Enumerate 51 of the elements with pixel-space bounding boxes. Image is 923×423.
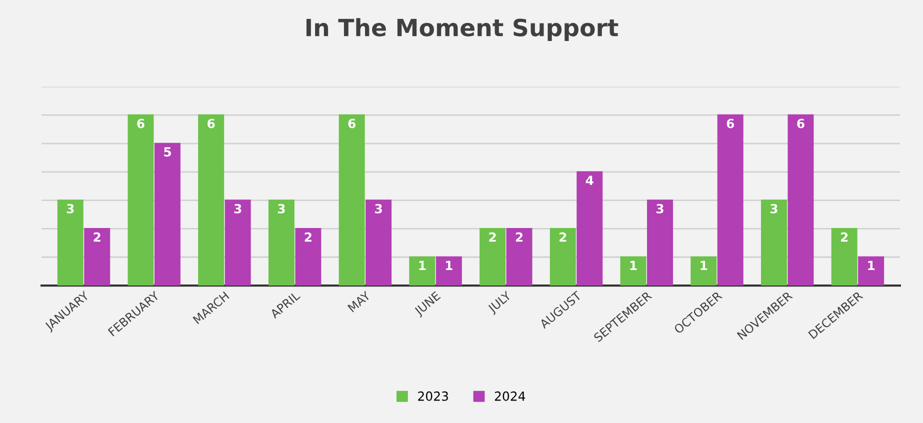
data-label: 6: [726, 118, 734, 128]
data-label: 2: [516, 232, 523, 242]
data-label: 2: [560, 232, 566, 242]
bar: [788, 114, 814, 286]
bar: [198, 114, 224, 286]
bar: [366, 200, 392, 286]
bar: [436, 256, 462, 286]
bar: [858, 256, 884, 286]
data-label: 6: [208, 118, 215, 128]
data-label: 3: [770, 204, 778, 214]
bar: [647, 200, 673, 286]
data-label: 3: [66, 204, 74, 214]
bar: [84, 228, 110, 286]
bar: [506, 228, 532, 286]
data-label: 3: [656, 204, 664, 214]
bar: [480, 228, 506, 286]
bar: [620, 256, 646, 286]
bar: [717, 114, 744, 286]
bar: [57, 200, 84, 286]
bar: [760, 200, 787, 286]
bar: [338, 114, 365, 286]
data-label: 6: [797, 118, 804, 128]
legend-label: 2024: [494, 391, 526, 401]
data-label: 2: [489, 232, 496, 242]
legend-label: 2023: [418, 391, 448, 401]
data-label: 2: [840, 232, 848, 242]
data-label: 4: [586, 176, 594, 185]
bar: [550, 228, 576, 286]
bar: [128, 114, 154, 286]
data-label: 5: [164, 147, 171, 157]
bar: [268, 200, 294, 286]
bar: [154, 142, 180, 286]
bar: [295, 228, 322, 286]
data-label: 2: [304, 232, 312, 242]
bar: [690, 256, 717, 286]
data-label: 1: [630, 260, 637, 270]
bar: [409, 256, 436, 286]
bar: [576, 171, 603, 286]
bar: [831, 228, 858, 286]
data-label: 1: [868, 260, 875, 270]
data-label: 2: [94, 232, 100, 242]
bar: [224, 200, 251, 286]
data-label: 6: [137, 118, 144, 128]
data-label: 3: [278, 204, 285, 214]
data-label: 1: [700, 260, 708, 270]
data-label: 3: [375, 204, 382, 214]
data-label: 3: [234, 204, 242, 214]
data-label: 6: [348, 118, 356, 128]
data-label: 1: [446, 260, 452, 270]
chart-title: In The Moment Support: [306, 18, 618, 42]
data-label: 1: [419, 260, 426, 270]
